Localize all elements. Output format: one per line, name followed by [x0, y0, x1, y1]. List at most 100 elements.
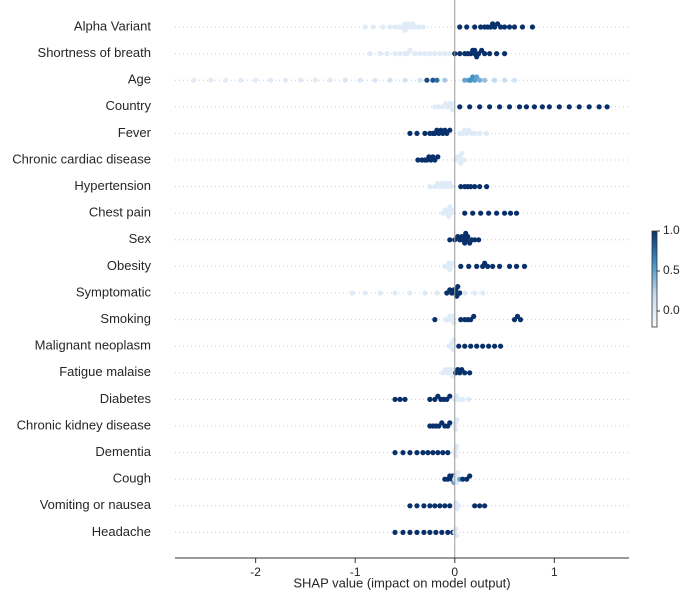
shap-point	[432, 317, 438, 323]
shap-point	[434, 290, 440, 296]
feature-label: Age	[128, 72, 151, 87]
shap-point	[430, 77, 436, 83]
shap-point	[478, 24, 484, 30]
shap-point	[442, 77, 448, 83]
shap-point	[604, 104, 610, 110]
shap-point	[387, 77, 393, 83]
shap-point	[460, 476, 466, 482]
shap-point	[400, 529, 406, 536]
shap-point	[546, 104, 552, 110]
colorbar-tick-label: 0.5	[663, 263, 680, 277]
shap-point	[486, 210, 492, 216]
shap-point	[462, 370, 468, 376]
shap-point	[392, 396, 398, 402]
feature-label: Chest pain	[89, 205, 151, 220]
shap-point	[507, 210, 514, 216]
feature-label: Fever	[118, 125, 152, 140]
shap-point	[407, 130, 413, 136]
feature-label: Symptomatic	[76, 284, 152, 299]
shap-point	[407, 450, 413, 456]
shap-point	[253, 77, 259, 83]
shap-point	[471, 313, 477, 319]
shap-point	[282, 77, 289, 83]
shap-point	[432, 51, 438, 57]
shap-point	[493, 51, 500, 57]
shap-point	[447, 393, 453, 399]
shap-point	[519, 24, 526, 30]
shap-point	[422, 130, 428, 136]
shap-point	[424, 77, 430, 83]
shap-point	[470, 210, 476, 216]
shap-point	[357, 77, 363, 83]
shap-point	[362, 24, 368, 30]
shap-point	[517, 317, 524, 323]
shap-point	[472, 47, 478, 54]
shap-point	[455, 470, 461, 476]
shap-point	[465, 234, 471, 240]
shap-point	[414, 529, 420, 536]
shap-point	[407, 290, 413, 296]
shap-point	[491, 77, 498, 83]
shap-point	[462, 290, 468, 296]
shap-point	[435, 450, 441, 456]
shap-point	[430, 450, 436, 456]
shap-point	[427, 529, 433, 536]
shap-point	[482, 51, 488, 57]
shap-point	[392, 51, 398, 57]
shap-point	[596, 104, 602, 110]
shap-point	[449, 184, 455, 190]
shap-point	[451, 320, 457, 326]
shap-point	[402, 77, 408, 83]
shap-point	[467, 104, 473, 110]
shap-point	[462, 343, 468, 349]
shap-point	[462, 77, 468, 83]
shap-point	[454, 443, 460, 449]
shap-point	[420, 24, 426, 30]
shap-point	[458, 263, 464, 269]
shap-point	[447, 51, 453, 57]
shap-point	[468, 343, 474, 349]
shap-point	[449, 207, 455, 213]
shap-point	[370, 24, 376, 30]
shap-point	[487, 104, 493, 110]
shap-point	[407, 47, 413, 54]
shap-point	[472, 237, 478, 243]
shap-point	[472, 24, 478, 30]
x-axis-label: SHAP value (impact on model output)	[293, 575, 510, 590]
shap-point	[456, 503, 462, 509]
shap-point	[484, 184, 490, 190]
shap-point	[477, 130, 483, 136]
shap-point	[377, 290, 383, 296]
shap-point	[451, 337, 457, 343]
shap-point	[380, 24, 386, 30]
shap-point	[490, 263, 496, 269]
shap-point	[493, 210, 500, 216]
shap-point	[455, 284, 461, 290]
shap-point	[486, 343, 492, 349]
shap-point	[457, 104, 463, 110]
shap-point	[449, 367, 455, 373]
x-tick-label: -1	[350, 565, 361, 579]
shap-point	[501, 77, 508, 83]
shap-point	[462, 210, 468, 216]
shap-point	[434, 77, 440, 83]
feature-label: Smoking	[100, 311, 151, 326]
shap-point	[427, 184, 433, 190]
shap-point	[445, 529, 451, 536]
shap-point	[485, 263, 491, 269]
shap-point	[223, 77, 229, 83]
shap-point	[450, 313, 456, 319]
shap-point	[513, 210, 520, 216]
shap-point	[449, 101, 455, 107]
shap-point	[529, 24, 536, 30]
shap-point	[513, 263, 520, 269]
shap-point	[427, 396, 433, 402]
shap-point	[387, 24, 393, 30]
shap-point	[425, 450, 431, 456]
shap-point	[453, 453, 459, 459]
shap-point	[297, 77, 304, 83]
shap-point	[417, 51, 423, 57]
shap-point	[447, 237, 453, 243]
